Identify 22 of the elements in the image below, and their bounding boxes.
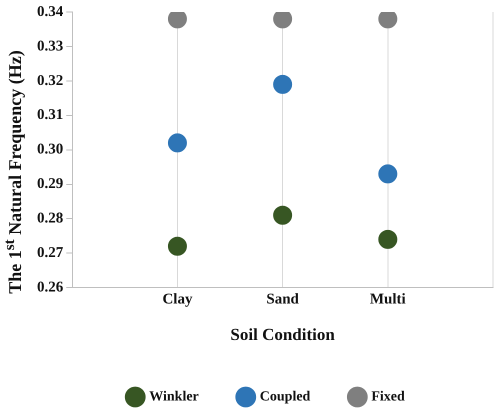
point — [378, 230, 398, 249]
y-tick-label: 0.26 — [37, 279, 64, 296]
y-tick-label: 0.31 — [37, 107, 64, 124]
y-tick-label: 0.33 — [37, 38, 64, 54]
y-tick-label: 0.32 — [37, 72, 64, 89]
point — [273, 206, 292, 225]
legend-label: Winkler — [149, 390, 199, 405]
y-tick-label: 0.29 — [37, 176, 64, 192]
x-axis-title: Soil Condition — [230, 325, 336, 344]
point — [378, 164, 398, 184]
y-tick-label: 0.30 — [37, 142, 64, 158]
point — [168, 133, 187, 152]
y-tick-label: 0.28 — [37, 210, 64, 227]
x-tick-label: Clay — [162, 291, 193, 308]
y-tick-label: 0.34 — [37, 4, 64, 20]
legend-label: Fixed — [371, 390, 405, 405]
x-tick-label: Multi — [370, 291, 406, 308]
x-tick-label: Sand — [266, 291, 300, 308]
point — [273, 74, 292, 94]
legend-label: Coupled — [260, 390, 311, 405]
y-tick-label: 0.27 — [37, 245, 64, 262]
point — [168, 236, 187, 256]
